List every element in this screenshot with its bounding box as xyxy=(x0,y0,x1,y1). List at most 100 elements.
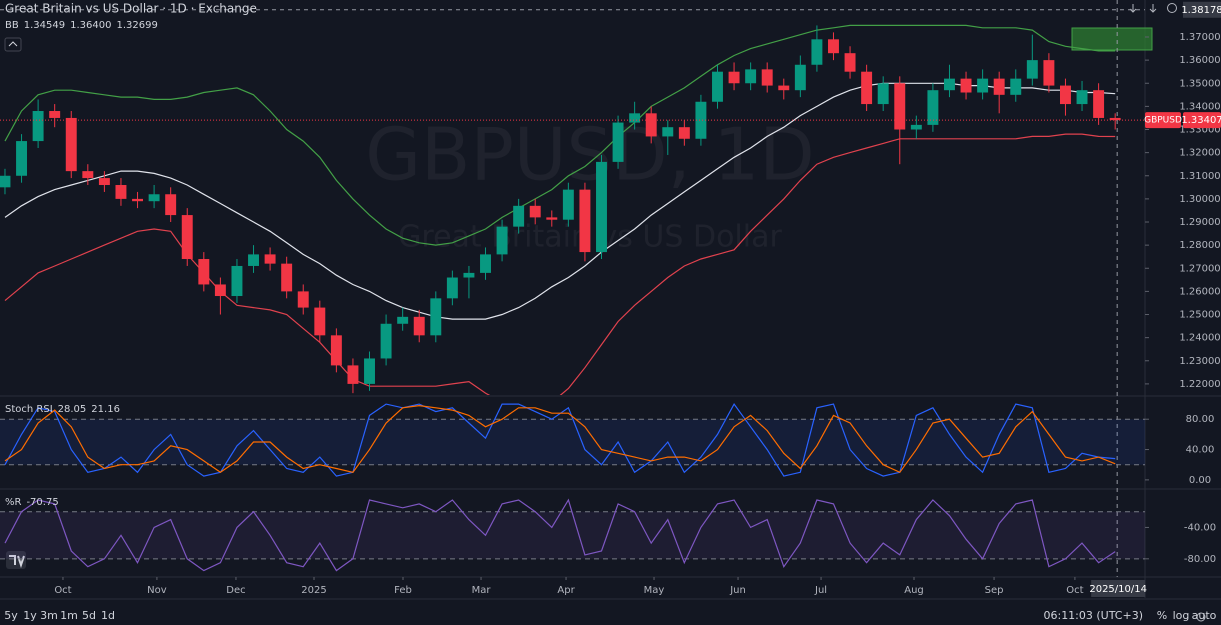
legend-text: 1.32699 xyxy=(116,20,157,31)
scroll-icon[interactable] xyxy=(1149,4,1157,13)
candle-body xyxy=(1043,60,1055,86)
range-button[interactable]: 1d xyxy=(101,609,115,622)
scale-button[interactable]: log xyxy=(1173,609,1190,622)
y-tick-label: 1.30000 xyxy=(1179,194,1220,205)
y-tick-label: 40.00 xyxy=(1186,445,1215,456)
crosshair-price-box xyxy=(1183,1,1221,18)
collapse-button[interactable] xyxy=(4,37,22,52)
candle-body xyxy=(115,185,127,199)
candle-body xyxy=(496,226,508,255)
candle-body xyxy=(1059,85,1071,105)
candle-body xyxy=(264,254,276,264)
candle-body xyxy=(944,78,955,91)
price-tag-text: 1.33407 xyxy=(1181,115,1221,126)
candle-body xyxy=(82,171,94,179)
candle-body xyxy=(430,298,442,336)
candle-body xyxy=(993,78,1005,95)
crosshair-date: 2025/10/14 xyxy=(1089,584,1147,595)
clock: 06:11:03 (UTC+3) xyxy=(1043,609,1143,622)
legend-text: 1.36400 xyxy=(70,20,111,31)
candle-body xyxy=(778,85,790,91)
candle-body xyxy=(49,111,61,118)
candle-body xyxy=(546,217,558,220)
candle-body xyxy=(214,284,226,297)
candle-body xyxy=(662,127,674,137)
candle-body xyxy=(861,71,873,105)
candle-body xyxy=(65,117,77,172)
y-tick-label: 1.36000 xyxy=(1179,55,1220,66)
collapse-icon xyxy=(8,41,18,47)
candle-body xyxy=(32,111,44,142)
candle-body xyxy=(98,178,110,186)
candle-body xyxy=(678,127,690,139)
legend-text: Stoch RSI xyxy=(5,404,53,415)
x-tick-label: Jul xyxy=(814,585,827,596)
candle-body xyxy=(894,83,906,130)
candle-body xyxy=(645,113,657,137)
candle-body xyxy=(513,205,525,227)
band-fill xyxy=(0,419,1145,465)
y-tick-label: 1.34000 xyxy=(1179,101,1220,112)
x-tick-label: Mar xyxy=(472,585,492,596)
legend-text: %R xyxy=(5,497,22,508)
reset-icon[interactable] xyxy=(1167,3,1177,13)
candle-body xyxy=(910,124,922,130)
scale-button[interactable]: auto xyxy=(1192,609,1217,622)
candle-body xyxy=(330,335,342,366)
indicator-line xyxy=(4,498,1116,572)
x-tick-label: Sep xyxy=(985,585,1004,596)
candle-body xyxy=(231,265,243,297)
range-button[interactable]: 1y xyxy=(23,609,37,622)
candle-body xyxy=(612,122,624,162)
candle-body xyxy=(480,254,491,273)
candle-body xyxy=(198,259,210,285)
settings-icon[interactable] xyxy=(1196,612,1206,622)
candle-body xyxy=(877,83,889,105)
pane xyxy=(0,498,1145,572)
candle-body xyxy=(413,316,425,336)
range-button[interactable]: 3m xyxy=(40,609,58,622)
candle-body xyxy=(347,365,359,384)
candle-body xyxy=(165,194,177,216)
legend-text: BB xyxy=(5,20,19,31)
candle-body xyxy=(712,71,723,102)
range-button[interactable]: 5d xyxy=(82,609,96,622)
y-tick-label: 1.25000 xyxy=(1179,310,1220,321)
y-tick-label: -40.00 xyxy=(1184,522,1216,533)
candle-body xyxy=(380,323,392,359)
x-tick-label: Oct xyxy=(54,585,71,596)
legend-text: -70.75 xyxy=(26,497,58,508)
scale-button[interactable]: % xyxy=(1157,609,1167,622)
candle-body xyxy=(745,69,757,84)
top-right-icons xyxy=(1129,3,1177,13)
candle-body xyxy=(811,39,823,65)
y-tick-label: 1.23000 xyxy=(1179,356,1220,367)
legend-text: 21.16 xyxy=(91,404,120,415)
candle-body xyxy=(446,277,458,299)
legend-text: 28.05 xyxy=(58,404,87,415)
range-button[interactable]: 5y xyxy=(4,609,18,622)
x-tick-label: Feb xyxy=(394,585,412,596)
range-button[interactable]: 1m xyxy=(60,609,78,622)
y-tick-label: 0.00 xyxy=(1189,475,1211,486)
price-tag xyxy=(1183,112,1221,129)
x-tick-label: May xyxy=(644,585,665,596)
bb-line xyxy=(4,82,1116,320)
candle-body xyxy=(297,291,309,308)
candle-body xyxy=(761,69,773,86)
candle-body xyxy=(463,272,475,278)
candle-body xyxy=(181,215,193,260)
candle-body xyxy=(977,78,989,93)
x-tick-label: Apr xyxy=(557,585,575,596)
candle-body xyxy=(1076,90,1088,105)
y-tick-label: 1.22000 xyxy=(1179,379,1220,390)
indicator-line xyxy=(4,404,1116,474)
legend-text: 1.34549 xyxy=(24,20,65,31)
candle-body xyxy=(529,205,541,218)
x-tick-label: 2025 xyxy=(301,585,326,596)
candle-body xyxy=(794,64,806,91)
candle-body xyxy=(1109,117,1121,121)
y-tick-label: 80.00 xyxy=(1186,414,1215,425)
